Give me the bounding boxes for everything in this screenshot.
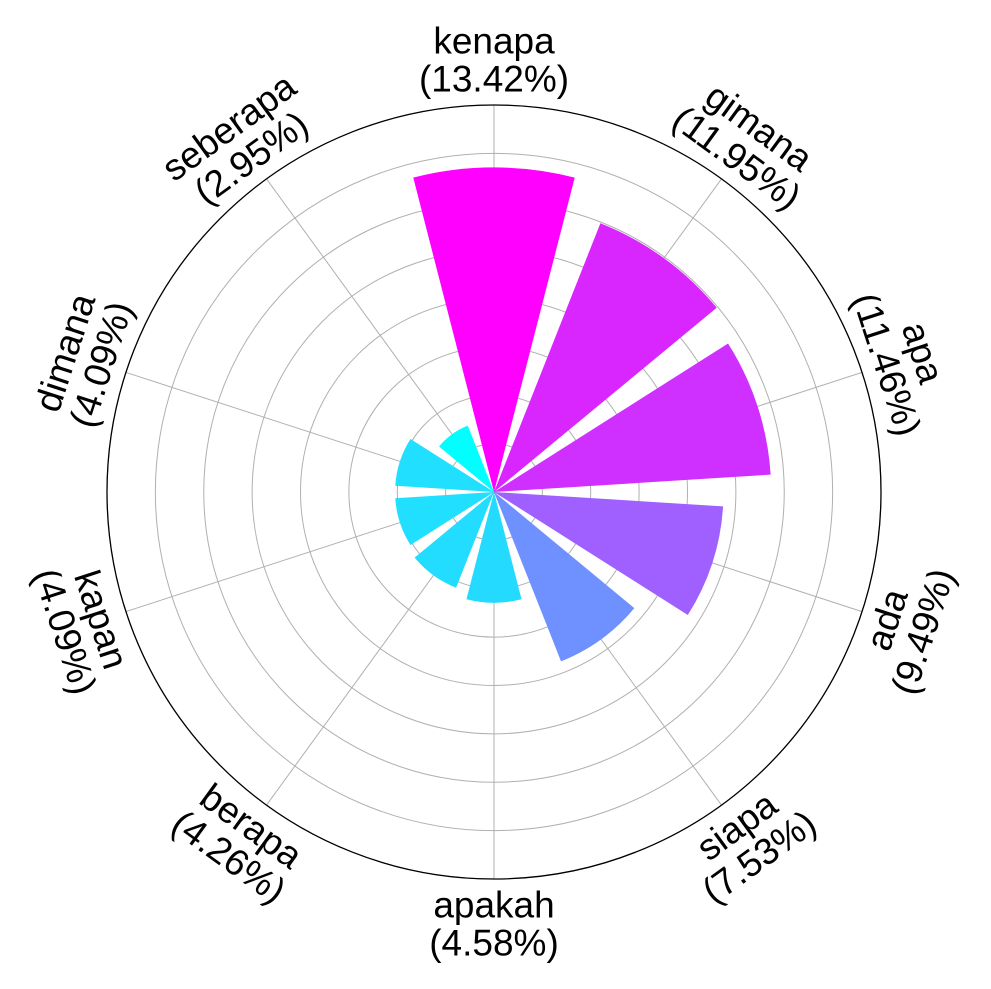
polar-frame bbox=[106, 104, 882, 880]
category-label: berapa(4.26%) bbox=[164, 776, 310, 912]
category-label: seberapa(2.95%) bbox=[154, 65, 315, 213]
bar-siapa bbox=[494, 492, 635, 662]
category-name-label: apakah bbox=[433, 885, 554, 926]
bar-gimana bbox=[494, 223, 717, 492]
category-label: kenapa(13.42%) bbox=[419, 21, 569, 100]
category-name-label: kenapa bbox=[433, 21, 555, 62]
bar-apakah bbox=[466, 492, 522, 603]
category-percent-label: (4.58%) bbox=[429, 923, 559, 964]
bar-ada bbox=[494, 492, 724, 615]
category-label: dimana(4.09%) bbox=[27, 288, 141, 432]
bar-seberapa bbox=[439, 425, 494, 492]
category-label: ada(9.49%) bbox=[858, 563, 963, 699]
bar-kapan bbox=[395, 492, 494, 546]
bar-berapa bbox=[414, 492, 494, 588]
category-label: gimana(11.95%) bbox=[665, 75, 820, 218]
category-label: siapa(7.53%) bbox=[689, 783, 824, 911]
category-percent-label: (13.42%) bbox=[419, 59, 569, 100]
bar-apa bbox=[494, 343, 771, 492]
category-label: apakah(4.58%) bbox=[429, 885, 559, 964]
bar-kenapa bbox=[413, 167, 575, 492]
category-label: apa(11.46%) bbox=[845, 288, 953, 441]
bar-group bbox=[395, 167, 771, 662]
bar-dimana bbox=[395, 438, 494, 492]
category-label: kapan(4.09%) bbox=[26, 563, 137, 699]
